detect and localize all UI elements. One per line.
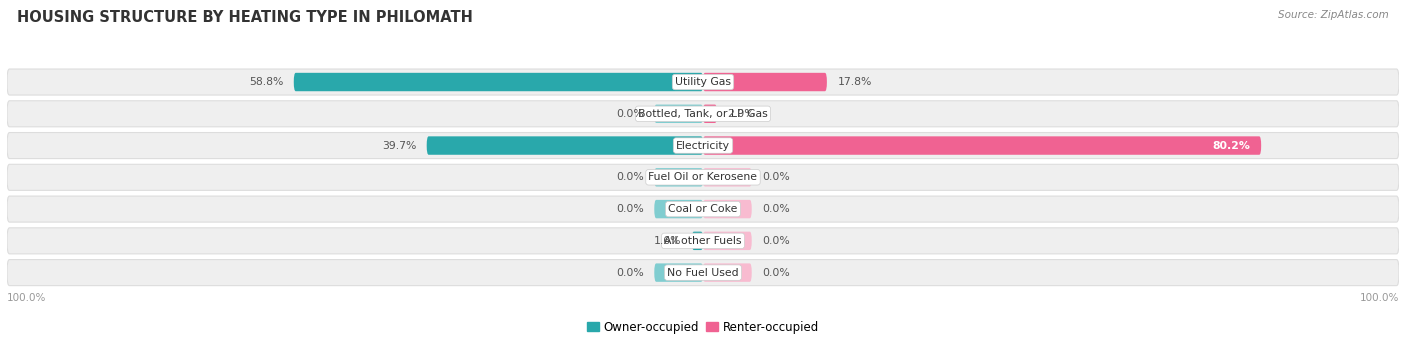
FancyBboxPatch shape (7, 101, 1399, 127)
Text: 0.0%: 0.0% (762, 172, 790, 182)
FancyBboxPatch shape (7, 196, 1399, 222)
Text: 2.0%: 2.0% (727, 109, 755, 119)
FancyBboxPatch shape (7, 164, 1399, 190)
Text: Coal or Coke: Coal or Coke (668, 204, 738, 214)
Legend: Owner-occupied, Renter-occupied: Owner-occupied, Renter-occupied (582, 316, 824, 338)
Text: All other Fuels: All other Fuels (664, 236, 742, 246)
Text: 17.8%: 17.8% (838, 77, 872, 87)
Text: 100.0%: 100.0% (1360, 293, 1399, 302)
FancyBboxPatch shape (703, 105, 717, 123)
Text: 0.0%: 0.0% (616, 109, 644, 119)
Text: 80.2%: 80.2% (1213, 140, 1251, 151)
Text: Fuel Oil or Kerosene: Fuel Oil or Kerosene (648, 172, 758, 182)
FancyBboxPatch shape (426, 136, 703, 155)
FancyBboxPatch shape (654, 263, 703, 282)
FancyBboxPatch shape (692, 232, 703, 250)
FancyBboxPatch shape (703, 136, 1261, 155)
Text: 0.0%: 0.0% (762, 268, 790, 278)
FancyBboxPatch shape (703, 200, 752, 218)
FancyBboxPatch shape (654, 105, 703, 123)
Text: 100.0%: 100.0% (7, 293, 46, 302)
Text: 1.6%: 1.6% (654, 236, 682, 246)
FancyBboxPatch shape (703, 263, 752, 282)
Text: HOUSING STRUCTURE BY HEATING TYPE IN PHILOMATH: HOUSING STRUCTURE BY HEATING TYPE IN PHI… (17, 10, 472, 25)
Text: 0.0%: 0.0% (762, 204, 790, 214)
Text: Bottled, Tank, or LP Gas: Bottled, Tank, or LP Gas (638, 109, 768, 119)
FancyBboxPatch shape (654, 168, 703, 187)
Text: 0.0%: 0.0% (762, 236, 790, 246)
Text: 0.0%: 0.0% (616, 172, 644, 182)
FancyBboxPatch shape (294, 73, 703, 91)
FancyBboxPatch shape (703, 168, 752, 187)
FancyBboxPatch shape (7, 133, 1399, 159)
Text: 58.8%: 58.8% (249, 77, 284, 87)
FancyBboxPatch shape (7, 228, 1399, 254)
Text: 0.0%: 0.0% (616, 204, 644, 214)
Text: Source: ZipAtlas.com: Source: ZipAtlas.com (1278, 10, 1389, 20)
FancyBboxPatch shape (654, 200, 703, 218)
FancyBboxPatch shape (703, 232, 752, 250)
Text: Electricity: Electricity (676, 140, 730, 151)
FancyBboxPatch shape (7, 69, 1399, 95)
FancyBboxPatch shape (7, 260, 1399, 286)
Text: Utility Gas: Utility Gas (675, 77, 731, 87)
Text: No Fuel Used: No Fuel Used (668, 268, 738, 278)
Text: 39.7%: 39.7% (382, 140, 416, 151)
Text: 0.0%: 0.0% (616, 268, 644, 278)
FancyBboxPatch shape (703, 73, 827, 91)
